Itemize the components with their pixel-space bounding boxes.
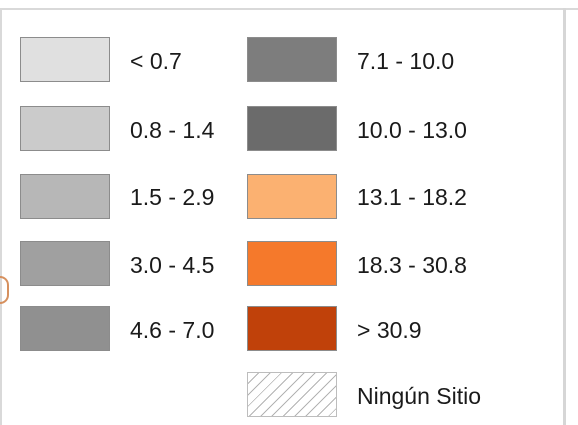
no-site-label: Ningún Sitio	[357, 383, 482, 409]
legend-label: 4.6 - 7.0	[130, 317, 215, 343]
legend-swatch	[247, 306, 337, 351]
legend-label: < 0.7	[130, 48, 182, 74]
legend-swatch	[247, 37, 337, 82]
legend-label: > 30.9	[357, 317, 422, 343]
legend-label: 3.0 - 4.5	[130, 252, 215, 278]
legend-label: 18.3 - 30.8	[357, 252, 467, 278]
legend-border-left	[0, 8, 2, 425]
legend-swatch	[247, 241, 337, 286]
legend-swatch	[20, 37, 110, 82]
edge-marker	[0, 276, 9, 304]
legend-label: 7.1 - 10.0	[357, 48, 455, 74]
legend-label: 1.5 - 2.9	[130, 184, 215, 210]
legend-label: 10.0 - 13.0	[357, 117, 467, 143]
legend-label: 0.8 - 1.4	[130, 117, 215, 143]
legend-border-top	[0, 8, 578, 10]
legend-swatch	[20, 174, 110, 219]
legend-swatch	[247, 106, 337, 151]
legend-swatch	[247, 174, 337, 219]
no-site-swatch	[247, 372, 337, 417]
legend-border-right	[563, 8, 566, 425]
legend-swatch	[20, 306, 110, 351]
legend-swatch	[20, 106, 110, 151]
legend-swatch	[20, 241, 110, 286]
legend-label: 13.1 - 18.2	[357, 184, 467, 210]
